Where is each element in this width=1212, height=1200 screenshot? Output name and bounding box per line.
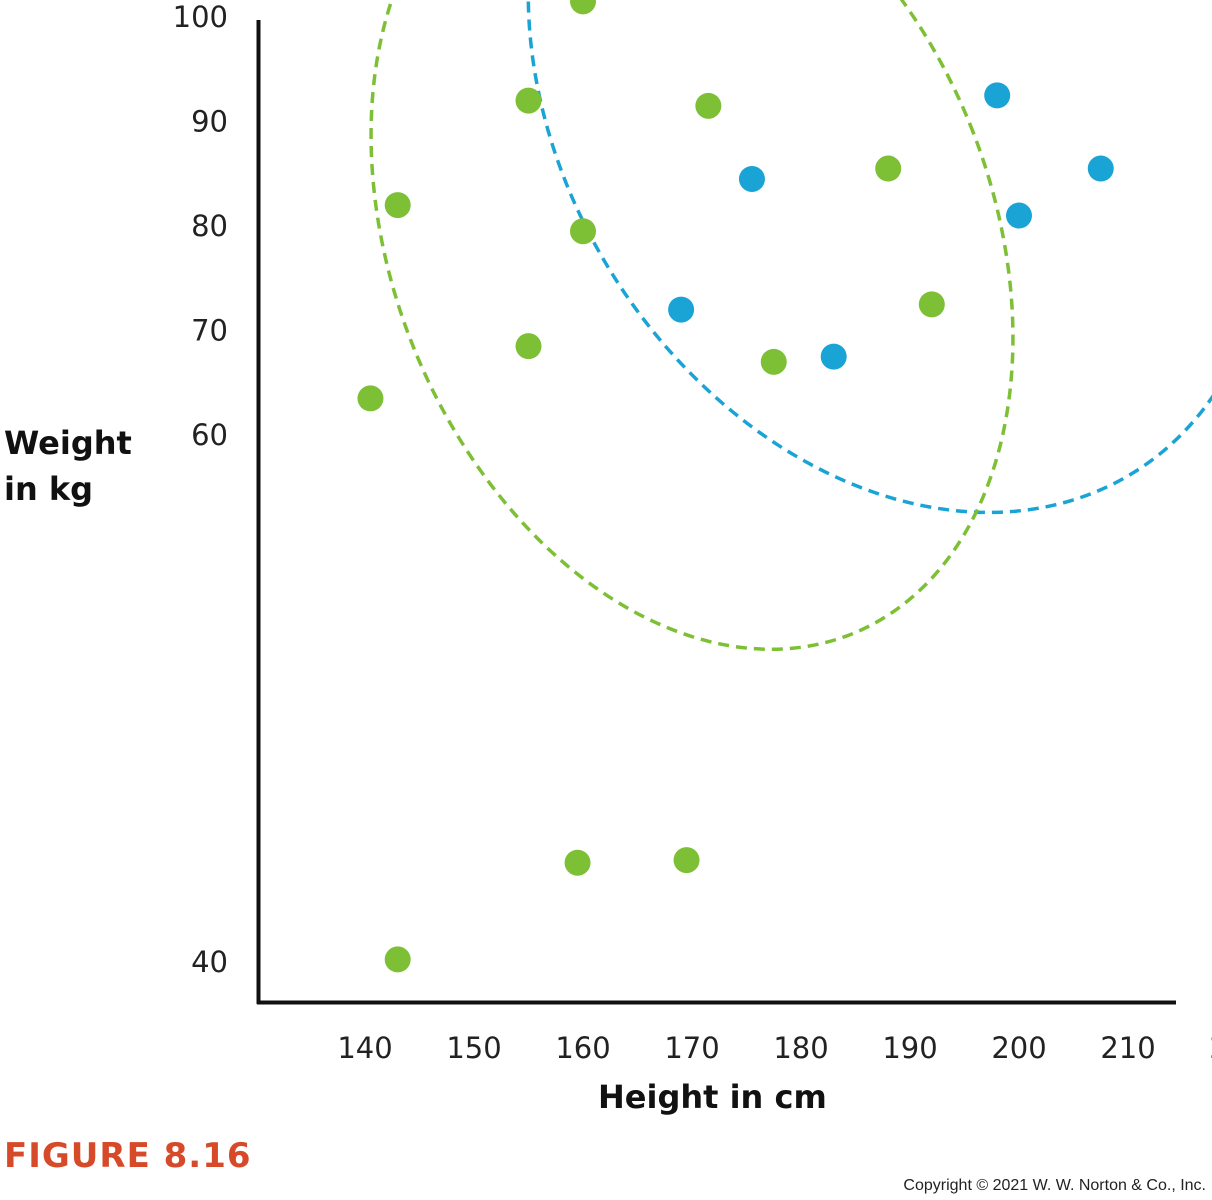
data-point-series-2 xyxy=(564,849,591,876)
data-point-series-2 xyxy=(357,385,384,412)
figure-label: FIGURE 8.16 xyxy=(4,1136,252,1176)
y-tick-label: 100 xyxy=(173,0,228,34)
data-point-series-1 xyxy=(668,296,695,323)
y-axis-label: Weight in kg xyxy=(4,420,132,512)
cluster-ellipses xyxy=(369,0,1212,652)
y-tick-labels: 4060708090100110120130140 xyxy=(173,0,228,979)
y-tick-label: 80 xyxy=(191,209,228,243)
y-tick-label: 40 xyxy=(191,945,228,979)
data-point-series-2 xyxy=(515,333,542,360)
y-axis-label-line-1: Weight xyxy=(4,424,132,462)
x-tick-label: 180 xyxy=(773,1031,828,1065)
data-point-series-2 xyxy=(570,218,596,245)
data-point-series-2 xyxy=(760,348,787,375)
data-point-series-1 xyxy=(984,82,1011,109)
data-point-series-1 xyxy=(820,343,847,370)
x-tick-label: 160 xyxy=(555,1031,610,1065)
y-tick-label: 90 xyxy=(191,105,228,139)
x-axis-label: Height in cm xyxy=(598,1078,827,1116)
cluster-ellipse-2 xyxy=(369,0,1015,652)
data-point-series-2 xyxy=(875,155,902,182)
data-point-series-2 xyxy=(918,291,945,318)
data-point-series-2 xyxy=(384,192,411,219)
y-axis-label-line-2: in kg xyxy=(4,470,94,508)
data-point-series-2 xyxy=(570,0,596,15)
data-point-series-2 xyxy=(384,946,411,973)
data-point-series-1 xyxy=(1006,202,1032,229)
y-tick-label: 70 xyxy=(191,314,228,348)
x-tick-label: 190 xyxy=(882,1031,937,1065)
data-points xyxy=(357,0,1114,973)
data-point-series-1 xyxy=(738,165,765,192)
data-point-series-1 xyxy=(1087,155,1114,182)
y-tick-label: 60 xyxy=(191,418,228,452)
x-tick-label: 170 xyxy=(664,1031,719,1065)
x-tick-label: 200 xyxy=(991,1031,1046,1065)
x-tick-label: 150 xyxy=(446,1031,501,1065)
data-point-series-2 xyxy=(673,847,700,874)
data-point-series-2 xyxy=(695,92,722,119)
copyright-notice: Copyright © 2021 W. W. Norton & Co., Inc… xyxy=(903,1177,1206,1194)
x-tick-label: 220 xyxy=(1209,1031,1212,1065)
x-tick-label: 210 xyxy=(1100,1031,1155,1065)
data-point-series-2 xyxy=(515,87,542,114)
cluster-ellipse-1 xyxy=(526,0,1212,515)
x-tick-label: 140 xyxy=(337,1031,392,1065)
x-tick-labels: 140 150 160 170 180 190 200 210 220 xyxy=(337,1031,1212,1065)
